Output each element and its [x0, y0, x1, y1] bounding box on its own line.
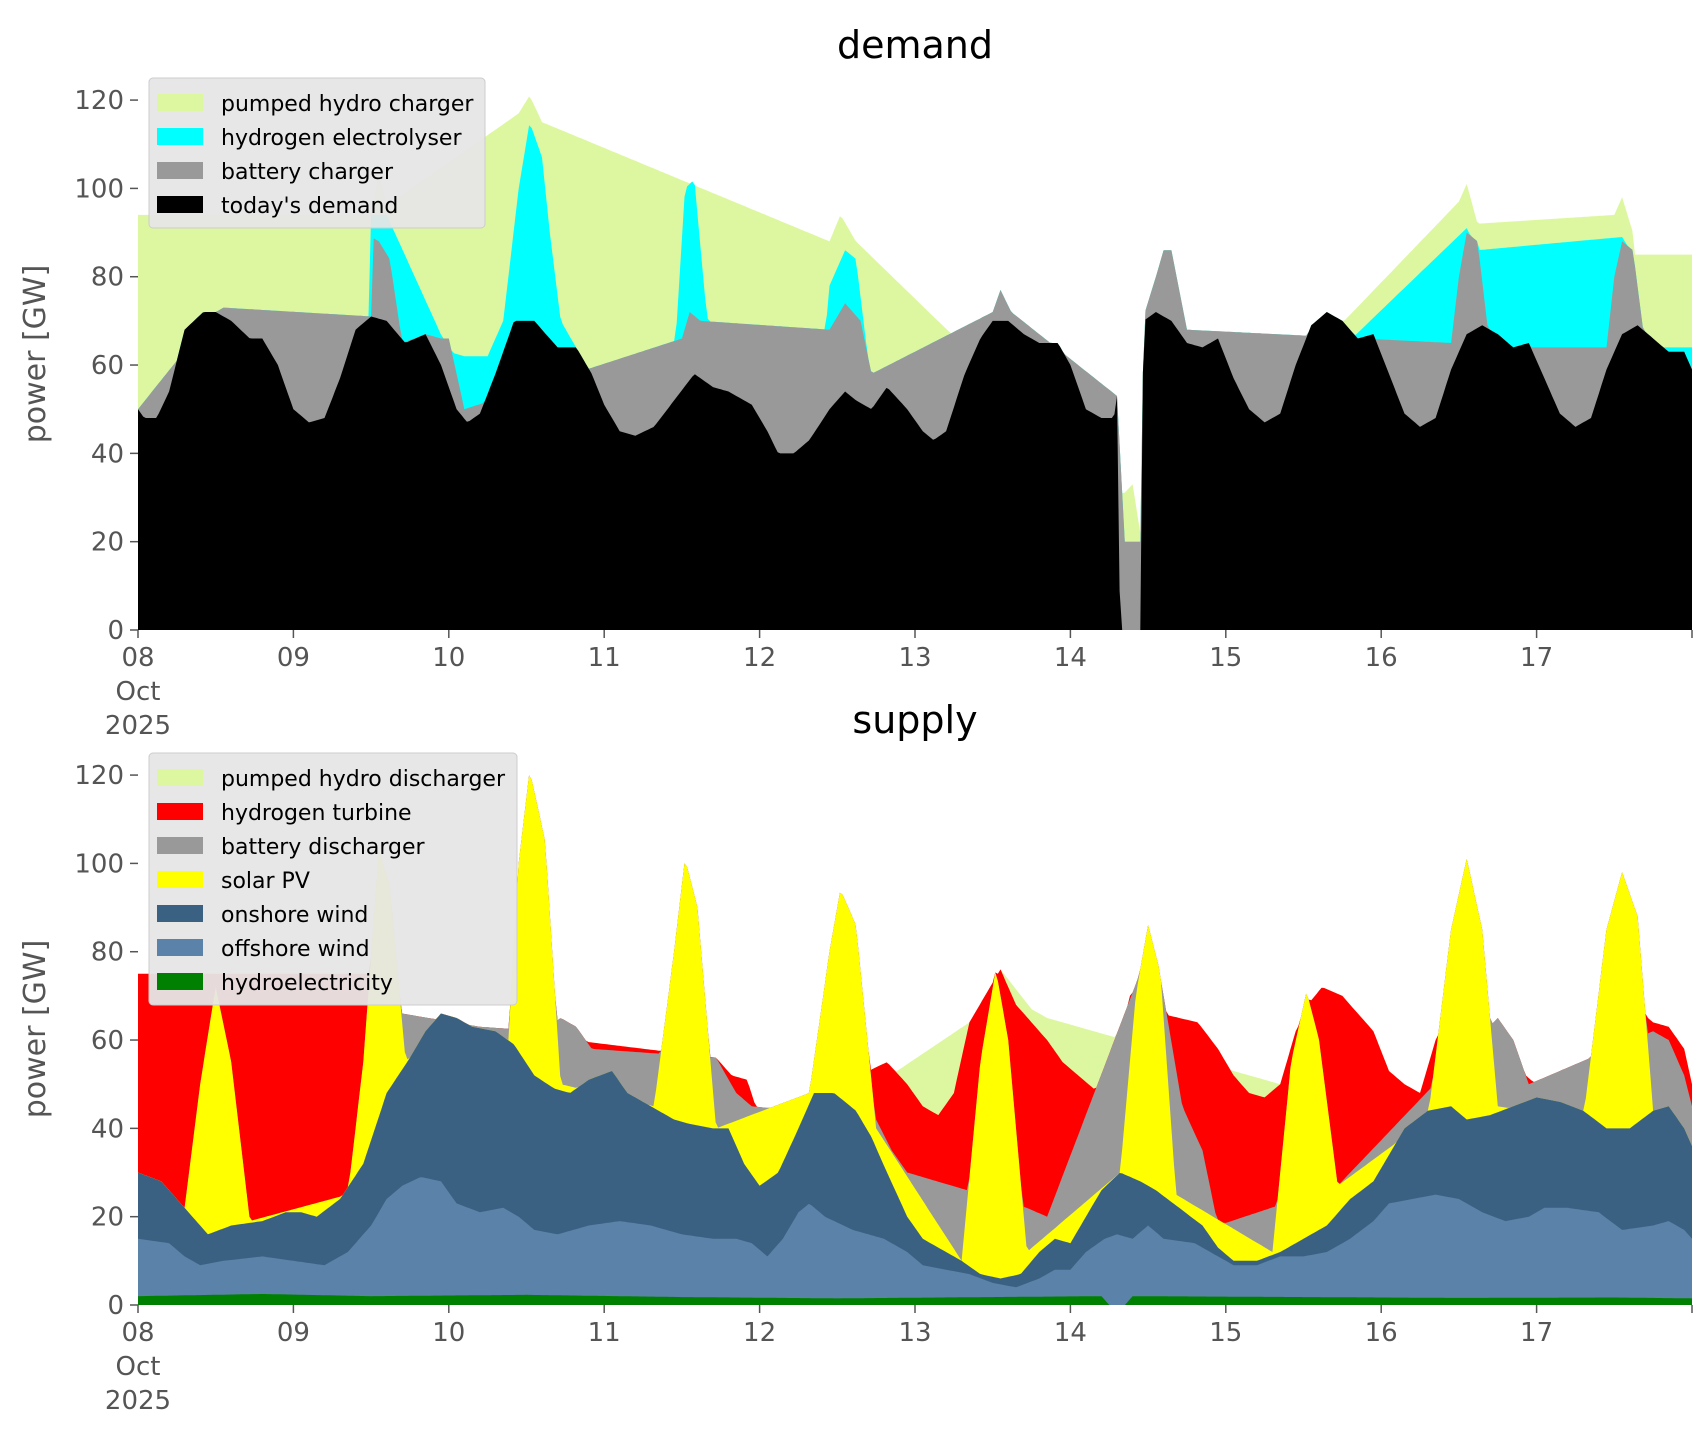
legend-swatch-pumped-hydro-discharger [157, 769, 203, 786]
legend-swatch-today-s-demand [157, 196, 203, 213]
legend-label-onshore-wind: onshore wind [221, 903, 368, 928]
legend-swatch-hydrogen-turbine [157, 803, 203, 820]
area-hydroelectricity [138, 1294, 1692, 1305]
x-tick-label: 12 [743, 643, 776, 673]
y-tick-label: 40 [91, 439, 124, 469]
x-tick-label: 15 [1209, 643, 1242, 673]
x-tick-label: 14 [1054, 643, 1087, 673]
legend-label-pumped-hydro-charger: pumped hydro charger [221, 92, 474, 117]
legend-label-battery-discharger: battery discharger [221, 835, 426, 860]
x-tick-label: 09 [277, 1318, 310, 1348]
legend-swatch-battery-charger [157, 162, 203, 179]
y-tick-label: 100 [74, 174, 124, 204]
legend-label-battery-charger: battery charger [221, 160, 394, 185]
y-axis-label: power [GW] [18, 265, 53, 444]
legend-swatch-hydroelectricity [157, 973, 203, 990]
area-offshore-wind [138, 1177, 1692, 1305]
x-tick-sublabel: Oct [116, 677, 161, 707]
legend-label-today-s-demand: today's demand [221, 194, 398, 219]
x-tick-label: 15 [1209, 1318, 1242, 1348]
chart-title: supply [852, 698, 977, 742]
y-tick-label: 0 [107, 616, 124, 646]
y-axis-label: power [GW] [18, 940, 53, 1119]
x-tick-label: 10 [432, 643, 465, 673]
legend-label-hydroelectricity: hydroelectricity [221, 971, 393, 996]
x-tick-sublabel: 2025 [105, 1386, 171, 1416]
legend-swatch-solar-pv [157, 871, 203, 888]
x-tick-label: 17 [1520, 1318, 1553, 1348]
x-tick-label: 10 [432, 1318, 465, 1348]
x-tick-label: 08 [121, 643, 154, 673]
legend-swatch-onshore-wind [157, 905, 203, 922]
legend-label-offshore-wind: offshore wind [221, 937, 370, 962]
legend-swatch-hydrogen-electrolyser [157, 128, 203, 145]
x-tick-label: 08 [121, 1318, 154, 1348]
supply-panel: supply power [GW] 0 20 40 60 80 100 120 08 Oct 2025… [18, 698, 1693, 1416]
demand-panel: demand power [GW] 0 20 40 60 80 100 120 08 Oct 2025… [18, 23, 1693, 741]
y-tick-label: 20 [91, 1203, 124, 1233]
y-tick-label: 120 [74, 761, 124, 791]
x-tick-label: 11 [588, 643, 621, 673]
legend-label-hydrogen-electrolyser: hydrogen electrolyser [221, 126, 462, 151]
x-tick-sublabel: Oct [116, 1352, 161, 1382]
x-tick-label: 11 [588, 1318, 621, 1348]
y-tick-label: 40 [91, 1114, 124, 1144]
y-tick-label: 20 [91, 528, 124, 558]
chart-title: demand [837, 23, 993, 67]
x-tick-label: 13 [898, 643, 931, 673]
legend-swatch-offshore-wind [157, 939, 203, 956]
area-today-s-demand [138, 312, 1692, 630]
y-tick-label: 60 [91, 351, 124, 381]
x-tick-label: 16 [1365, 1318, 1398, 1348]
x-tick-label: 17 [1520, 643, 1553, 673]
x-tick-label: 16 [1365, 643, 1398, 673]
y-tick-label: 0 [107, 1291, 124, 1321]
y-tick-label: 80 [91, 938, 124, 968]
legend-label-pumped-hydro-discharger: pumped hydro discharger [221, 767, 506, 792]
legend-swatch-battery-discharger [157, 837, 203, 854]
legend-label-hydrogen-turbine: hydrogen turbine [221, 801, 412, 826]
y-tick-label: 120 [74, 86, 124, 116]
y-tick-label: 100 [74, 849, 124, 879]
legend-label-solar-pv: solar PV [221, 869, 310, 894]
y-tick-label: 60 [91, 1026, 124, 1056]
x-tick-label: 13 [898, 1318, 931, 1348]
legend-swatch-pumped-hydro-charger [157, 94, 203, 111]
legend-box [148, 77, 486, 229]
legend-box [148, 752, 518, 1006]
x-tick-label: 14 [1054, 1318, 1087, 1348]
x-tick-sublabel: 2025 [105, 711, 171, 741]
x-tick-label: 12 [743, 1318, 776, 1348]
x-tick-label: 09 [277, 643, 310, 673]
y-tick-label: 80 [91, 263, 124, 293]
